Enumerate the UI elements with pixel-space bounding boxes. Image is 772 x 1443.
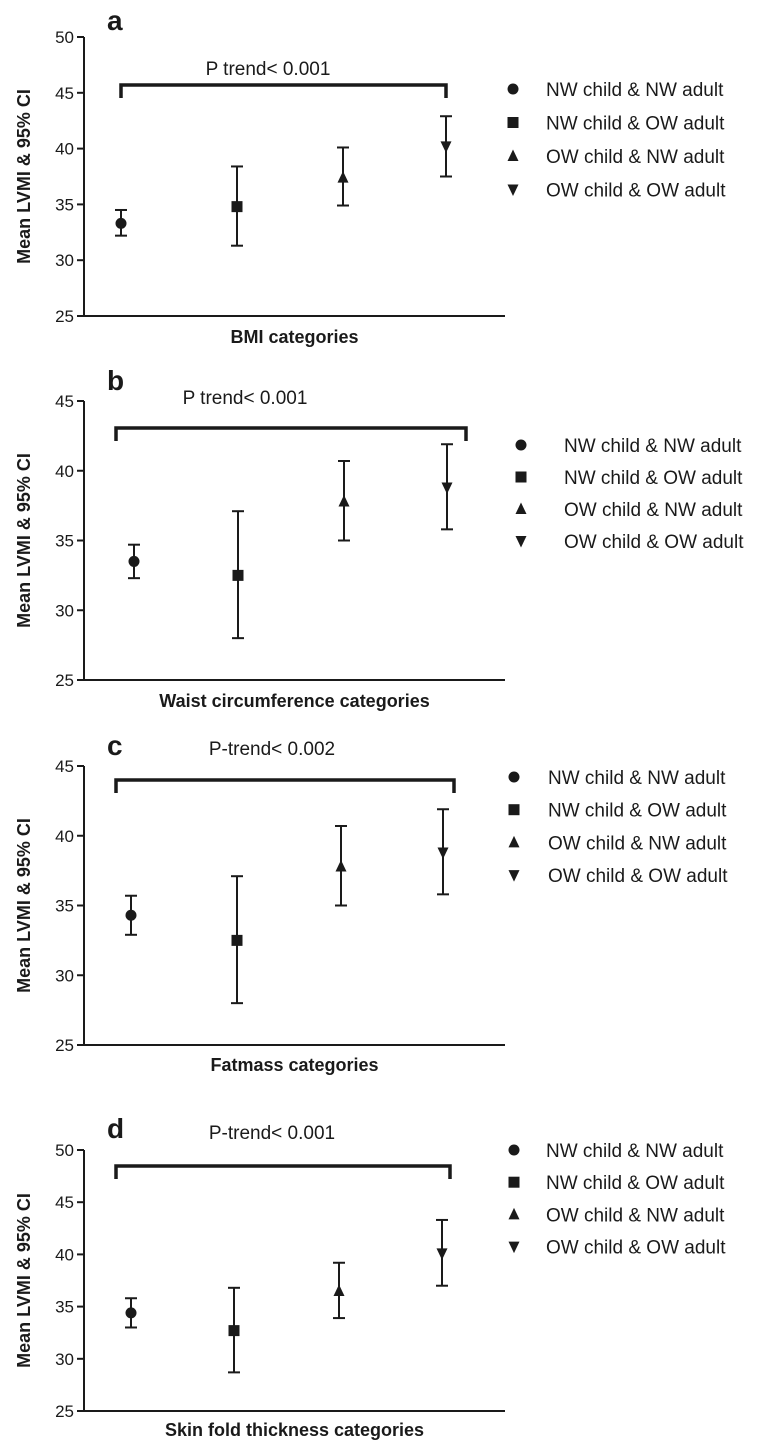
data-point [125,909,137,921]
y-tick-label: 50 [55,1141,74,1160]
legend-marker [515,502,527,514]
y-tick-label: 50 [55,28,74,47]
data-point [338,494,350,507]
legend-label: OW child & NW adult [546,1205,725,1226]
y-tick-label: 45 [55,757,74,776]
legend-marker [507,83,519,95]
y-tick-label: 45 [55,392,74,411]
legend-label: NW child & OW adult [546,114,725,135]
data-point [231,934,243,946]
legend-label: NW child & NW adult [546,80,724,101]
data-point [231,201,243,213]
data-point [115,217,127,229]
legend-label: OW child & NW adult [564,500,743,521]
y-tick-label: 30 [55,966,74,985]
legend-marker [508,835,520,848]
y-tick-label: 30 [55,601,74,620]
legend-label: OW child & OW adult [546,1238,726,1259]
x-axis-label: Skin fold thickness categories [165,1420,424,1440]
legend-marker [515,471,527,483]
legend-marker [508,870,520,882]
legend-label: NW child & NW adult [564,436,742,457]
y-tick-label: 35 [55,195,74,214]
chart-panel-c: c 25 30 35 40 45 Mean LVMI & 95% CI Fatmass cat… [14,730,728,1075]
panel-letter: c [107,730,123,761]
legend-marker [508,1144,520,1156]
data-point [333,1284,345,1296]
y-tick-label: 30 [55,251,74,270]
legend-marker [507,149,519,161]
legend-label: OW child & OW adult [548,866,728,887]
legend-marker [507,117,519,128]
x-axis-label: Fatmass categories [210,1055,378,1075]
legend-label: NW child & OW adult [564,468,743,489]
trend-label: P-trend< 0.001 [209,1123,335,1144]
panel-letter: a [107,5,123,36]
legend-marker [507,184,519,196]
data-point [125,1307,137,1319]
y-tick-label: 25 [55,671,74,690]
legend-label: NW child & NW adult [546,1141,724,1162]
trend-bracket [114,426,468,441]
legend-label: NW child & OW adult [546,1173,725,1194]
data-point [436,1248,448,1260]
data-point [128,555,140,567]
y-tick-label: 45 [55,1193,74,1212]
legend-marker [508,1207,520,1220]
chart-panel-a: a 25 30 35 40 45 50 Mean LVMI & 95% CI BMI categ… [14,5,726,347]
legend-marker [508,1241,520,1254]
trend-label: P trend< 0.001 [183,388,308,409]
data-point [440,141,452,153]
y-tick-label: 25 [55,1402,74,1421]
trend-label: P-trend< 0.002 [209,739,335,760]
trend-bracket [119,83,448,98]
data-point [441,482,453,494]
legend-label: NW child & OW adult [548,801,727,822]
y-tick-label: 35 [55,532,74,551]
legend-marker [515,536,527,548]
chart-panel-b: b 25 30 35 40 45 Mean LVMI & 95% CI Waist circu… [14,365,744,711]
y-axis-label: Mean LVMI & 95% CI [14,1193,34,1368]
y-tick-label: 40 [55,1245,74,1264]
legend-label: OW child & NW adult [546,147,725,168]
data-point [337,171,349,183]
data-point [335,859,347,872]
legend-label: NW child & NW adult [548,768,726,789]
trend-bracket [114,1164,452,1179]
data-point [228,1325,240,1337]
trend-bracket [114,778,456,793]
chart-panel-d: d 25 30 35 40 45 50 Mean LVMI & 95% CI Skin fold… [14,1113,726,1440]
data-point [437,847,449,859]
y-axis-label: Mean LVMI & 95% CI [14,453,34,628]
legend-marker [508,771,520,783]
y-tick-label: 40 [55,827,74,846]
y-axis-label: Mean LVMI & 95% CI [14,89,34,264]
y-tick-label: 40 [55,140,74,159]
y-tick-label: 35 [55,1298,74,1317]
y-tick-label: 35 [55,897,74,916]
legend-label: OW child & NW adult [548,833,727,854]
panel-letter: d [107,1113,124,1144]
panel-letter: b [107,365,124,396]
y-tick-label: 25 [55,1036,74,1055]
legend-marker [508,1176,520,1188]
legend-marker [508,804,520,816]
y-tick-label: 45 [55,84,74,103]
legend-marker [515,439,527,451]
trend-label: P trend< 0.001 [206,59,331,80]
y-tick-label: 25 [55,307,74,326]
y-axis-label: Mean LVMI & 95% CI [14,818,34,993]
y-tick-label: 40 [55,462,74,481]
legend-label: OW child & OW adult [546,181,726,202]
legend-label: OW child & OW adult [564,532,744,553]
x-axis-label: Waist circumference categories [159,691,429,711]
x-axis-label: BMI categories [230,327,358,347]
y-tick-label: 30 [55,1350,74,1369]
data-point [232,569,244,581]
